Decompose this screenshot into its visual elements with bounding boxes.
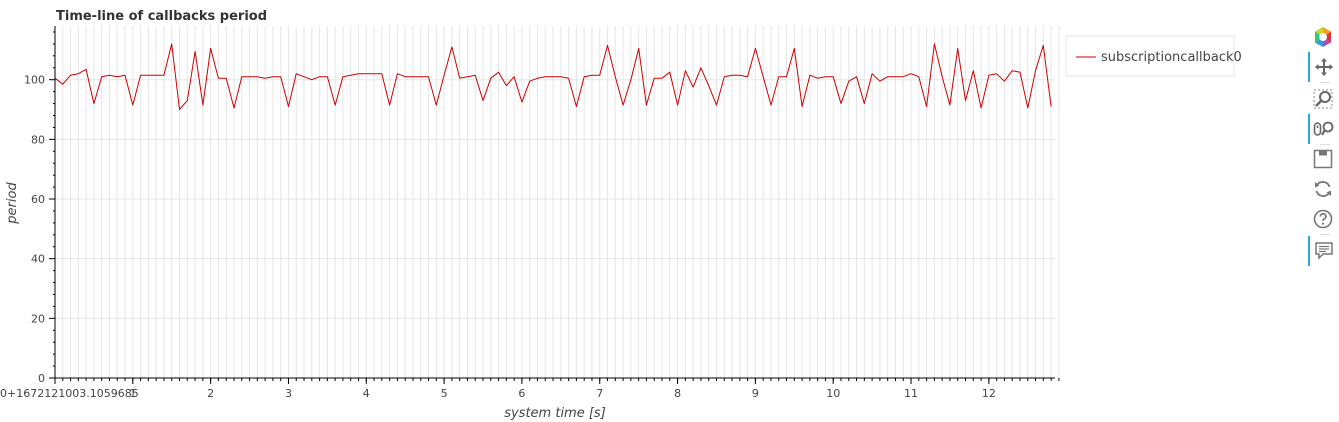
- x-tick-label: 7: [596, 387, 603, 400]
- legend: subscriptioncallback0: [1065, 35, 1242, 77]
- legend-label: subscriptioncallback0: [1101, 50, 1242, 65]
- reset-icon: [1315, 181, 1331, 197]
- major-gridlines: [55, 79, 1055, 379]
- help-tool[interactable]: [1308, 204, 1338, 234]
- series-line-subscriptioncallback0: [54, 43, 1052, 110]
- chart-plot: Time-line of callbacks period 0 20 40 60 80 1…: [0, 9, 1242, 421]
- chart-title: Time-line of callbacks period: [56, 9, 267, 24]
- wheel-zoom-icon: [1313, 121, 1334, 136]
- box-zoom-tool[interactable]: [1308, 84, 1338, 114]
- toolbar-divider: [1320, 234, 1330, 235]
- x-tick-label: 3: [285, 387, 292, 400]
- pan-icon: [1315, 58, 1333, 76]
- x-tick-label: 2: [207, 387, 214, 400]
- x-tick-label: 9: [752, 387, 759, 400]
- y-axis-label: period: [5, 182, 20, 225]
- toolbar-divider: [1320, 82, 1330, 83]
- y-tick-label: 20: [31, 312, 45, 325]
- y-tick-label: 80: [31, 133, 45, 146]
- bokeh-logo[interactable]: [1308, 22, 1338, 52]
- x-tick-label: 4: [363, 387, 370, 400]
- hover-tool[interactable]: [1308, 236, 1338, 266]
- x-offset-label: 0+1672121003.1059685: [0, 387, 139, 400]
- box-zoom-icon: [1313, 89, 1333, 109]
- pan-tool[interactable]: [1308, 52, 1338, 82]
- x-axis-label: system time [s]: [504, 406, 606, 421]
- logo-icon: [1315, 27, 1331, 47]
- series-layer: [54, 43, 1052, 110]
- minor-gridlines: [62, 26, 1060, 378]
- x-tick-label: 12: [982, 387, 996, 400]
- x-tick-label: 11: [904, 387, 918, 400]
- x-tick-label: 10: [826, 387, 840, 400]
- wheel-zoom-tool[interactable]: [1308, 114, 1338, 144]
- legend-box: [1065, 35, 1235, 77]
- y-tick-label: 60: [31, 193, 45, 206]
- x-tick-label: 8: [674, 387, 681, 400]
- save-tool[interactable]: [1308, 144, 1338, 174]
- toolbar-divider: [1320, 144, 1330, 145]
- y-tick-label: 0: [38, 372, 45, 385]
- help-icon: [1313, 209, 1333, 229]
- hover-tooltip-icon: [1315, 242, 1333, 260]
- x-tick-label: 1: [129, 387, 136, 400]
- y-tick-label: 100: [24, 74, 45, 87]
- y-tick-label: 40: [31, 253, 45, 266]
- x-tick-label: 6: [518, 387, 525, 400]
- toolbar: [1308, 22, 1339, 272]
- x-tick-label: 5: [441, 387, 448, 400]
- save-icon: [1313, 149, 1333, 169]
- reset-tool[interactable]: [1308, 174, 1338, 204]
